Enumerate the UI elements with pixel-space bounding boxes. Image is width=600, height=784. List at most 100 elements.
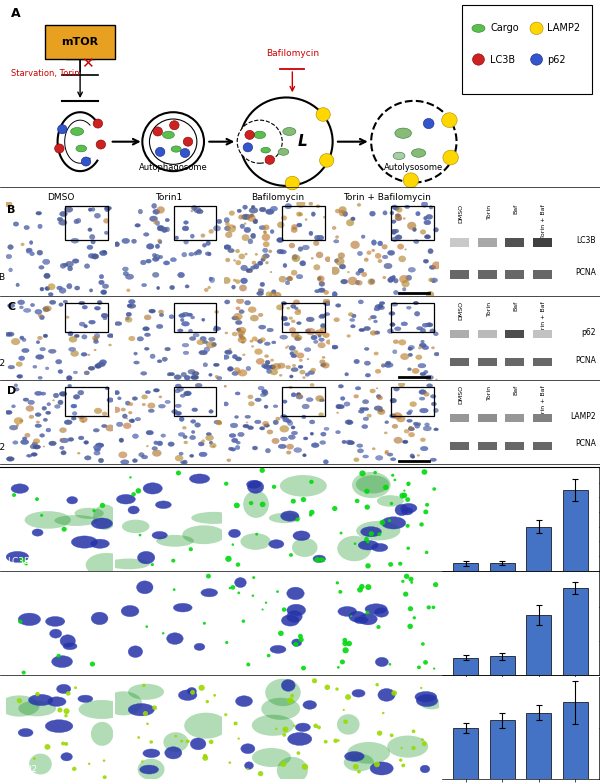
Circle shape [357, 587, 363, 593]
Ellipse shape [376, 394, 381, 398]
Ellipse shape [401, 507, 413, 515]
Ellipse shape [365, 373, 371, 377]
Ellipse shape [80, 416, 83, 419]
Ellipse shape [336, 405, 341, 408]
Circle shape [43, 445, 45, 448]
Ellipse shape [38, 224, 42, 229]
Circle shape [55, 144, 64, 153]
Text: DMSO: DMSO [47, 194, 74, 202]
Circle shape [407, 623, 413, 629]
Ellipse shape [47, 403, 50, 406]
Bar [283, 206, 325, 240]
Ellipse shape [386, 361, 391, 365]
Ellipse shape [179, 417, 184, 421]
Circle shape [285, 176, 299, 190]
Ellipse shape [213, 327, 218, 331]
Circle shape [86, 371, 89, 373]
Ellipse shape [265, 679, 301, 706]
Circle shape [311, 257, 314, 260]
Ellipse shape [259, 325, 266, 329]
Ellipse shape [116, 495, 136, 504]
Ellipse shape [134, 361, 139, 364]
Ellipse shape [182, 525, 225, 544]
Text: Baf: Baf [514, 204, 518, 214]
Ellipse shape [115, 321, 122, 325]
Circle shape [206, 700, 209, 703]
Ellipse shape [85, 456, 91, 460]
Ellipse shape [154, 441, 158, 445]
Text: E: E [7, 472, 14, 482]
Circle shape [242, 234, 250, 241]
Ellipse shape [33, 445, 41, 449]
Ellipse shape [35, 412, 41, 416]
Ellipse shape [72, 412, 77, 416]
Circle shape [64, 742, 68, 746]
Circle shape [270, 359, 274, 361]
Circle shape [420, 437, 426, 442]
Ellipse shape [46, 367, 49, 370]
Circle shape [258, 313, 263, 317]
Ellipse shape [11, 484, 29, 493]
Circle shape [236, 298, 244, 304]
Ellipse shape [104, 206, 112, 210]
Bar [391, 387, 434, 416]
Ellipse shape [107, 397, 114, 402]
Circle shape [265, 601, 267, 604]
Circle shape [64, 708, 70, 714]
Ellipse shape [263, 248, 268, 252]
Ellipse shape [142, 456, 148, 459]
Ellipse shape [319, 338, 324, 341]
Ellipse shape [370, 762, 393, 775]
Ellipse shape [287, 732, 312, 746]
Ellipse shape [420, 765, 430, 773]
Circle shape [353, 543, 356, 545]
Circle shape [320, 154, 334, 167]
Ellipse shape [318, 288, 325, 292]
Circle shape [265, 155, 275, 165]
Circle shape [295, 310, 301, 315]
Ellipse shape [371, 543, 388, 552]
Ellipse shape [60, 263, 66, 268]
Ellipse shape [320, 324, 326, 328]
Circle shape [302, 764, 308, 770]
Ellipse shape [190, 474, 210, 484]
Ellipse shape [40, 287, 44, 291]
Circle shape [233, 260, 236, 262]
Circle shape [12, 493, 16, 497]
Ellipse shape [150, 354, 155, 358]
Ellipse shape [376, 456, 383, 460]
Ellipse shape [289, 346, 296, 350]
Ellipse shape [394, 387, 400, 391]
Ellipse shape [196, 250, 202, 255]
Circle shape [251, 261, 256, 265]
Ellipse shape [262, 390, 266, 394]
Circle shape [235, 260, 241, 265]
Ellipse shape [86, 553, 128, 577]
Circle shape [56, 654, 61, 658]
Ellipse shape [60, 635, 76, 647]
Ellipse shape [306, 317, 314, 321]
Circle shape [103, 760, 106, 762]
Circle shape [65, 316, 70, 319]
Text: LAMP2: LAMP2 [0, 443, 6, 452]
Circle shape [359, 470, 365, 477]
Ellipse shape [57, 286, 62, 290]
Circle shape [289, 386, 293, 389]
Ellipse shape [74, 286, 80, 290]
Ellipse shape [362, 425, 368, 429]
Circle shape [230, 585, 235, 590]
Ellipse shape [277, 249, 284, 254]
Ellipse shape [337, 405, 344, 409]
Ellipse shape [432, 279, 435, 283]
Bar [505, 358, 524, 365]
Ellipse shape [118, 397, 121, 400]
Circle shape [214, 310, 219, 314]
Ellipse shape [345, 419, 352, 424]
Ellipse shape [255, 398, 261, 401]
Ellipse shape [10, 425, 18, 430]
Ellipse shape [224, 217, 229, 223]
Circle shape [40, 514, 43, 517]
Bar [478, 441, 497, 449]
Circle shape [274, 292, 281, 299]
Ellipse shape [6, 551, 29, 562]
